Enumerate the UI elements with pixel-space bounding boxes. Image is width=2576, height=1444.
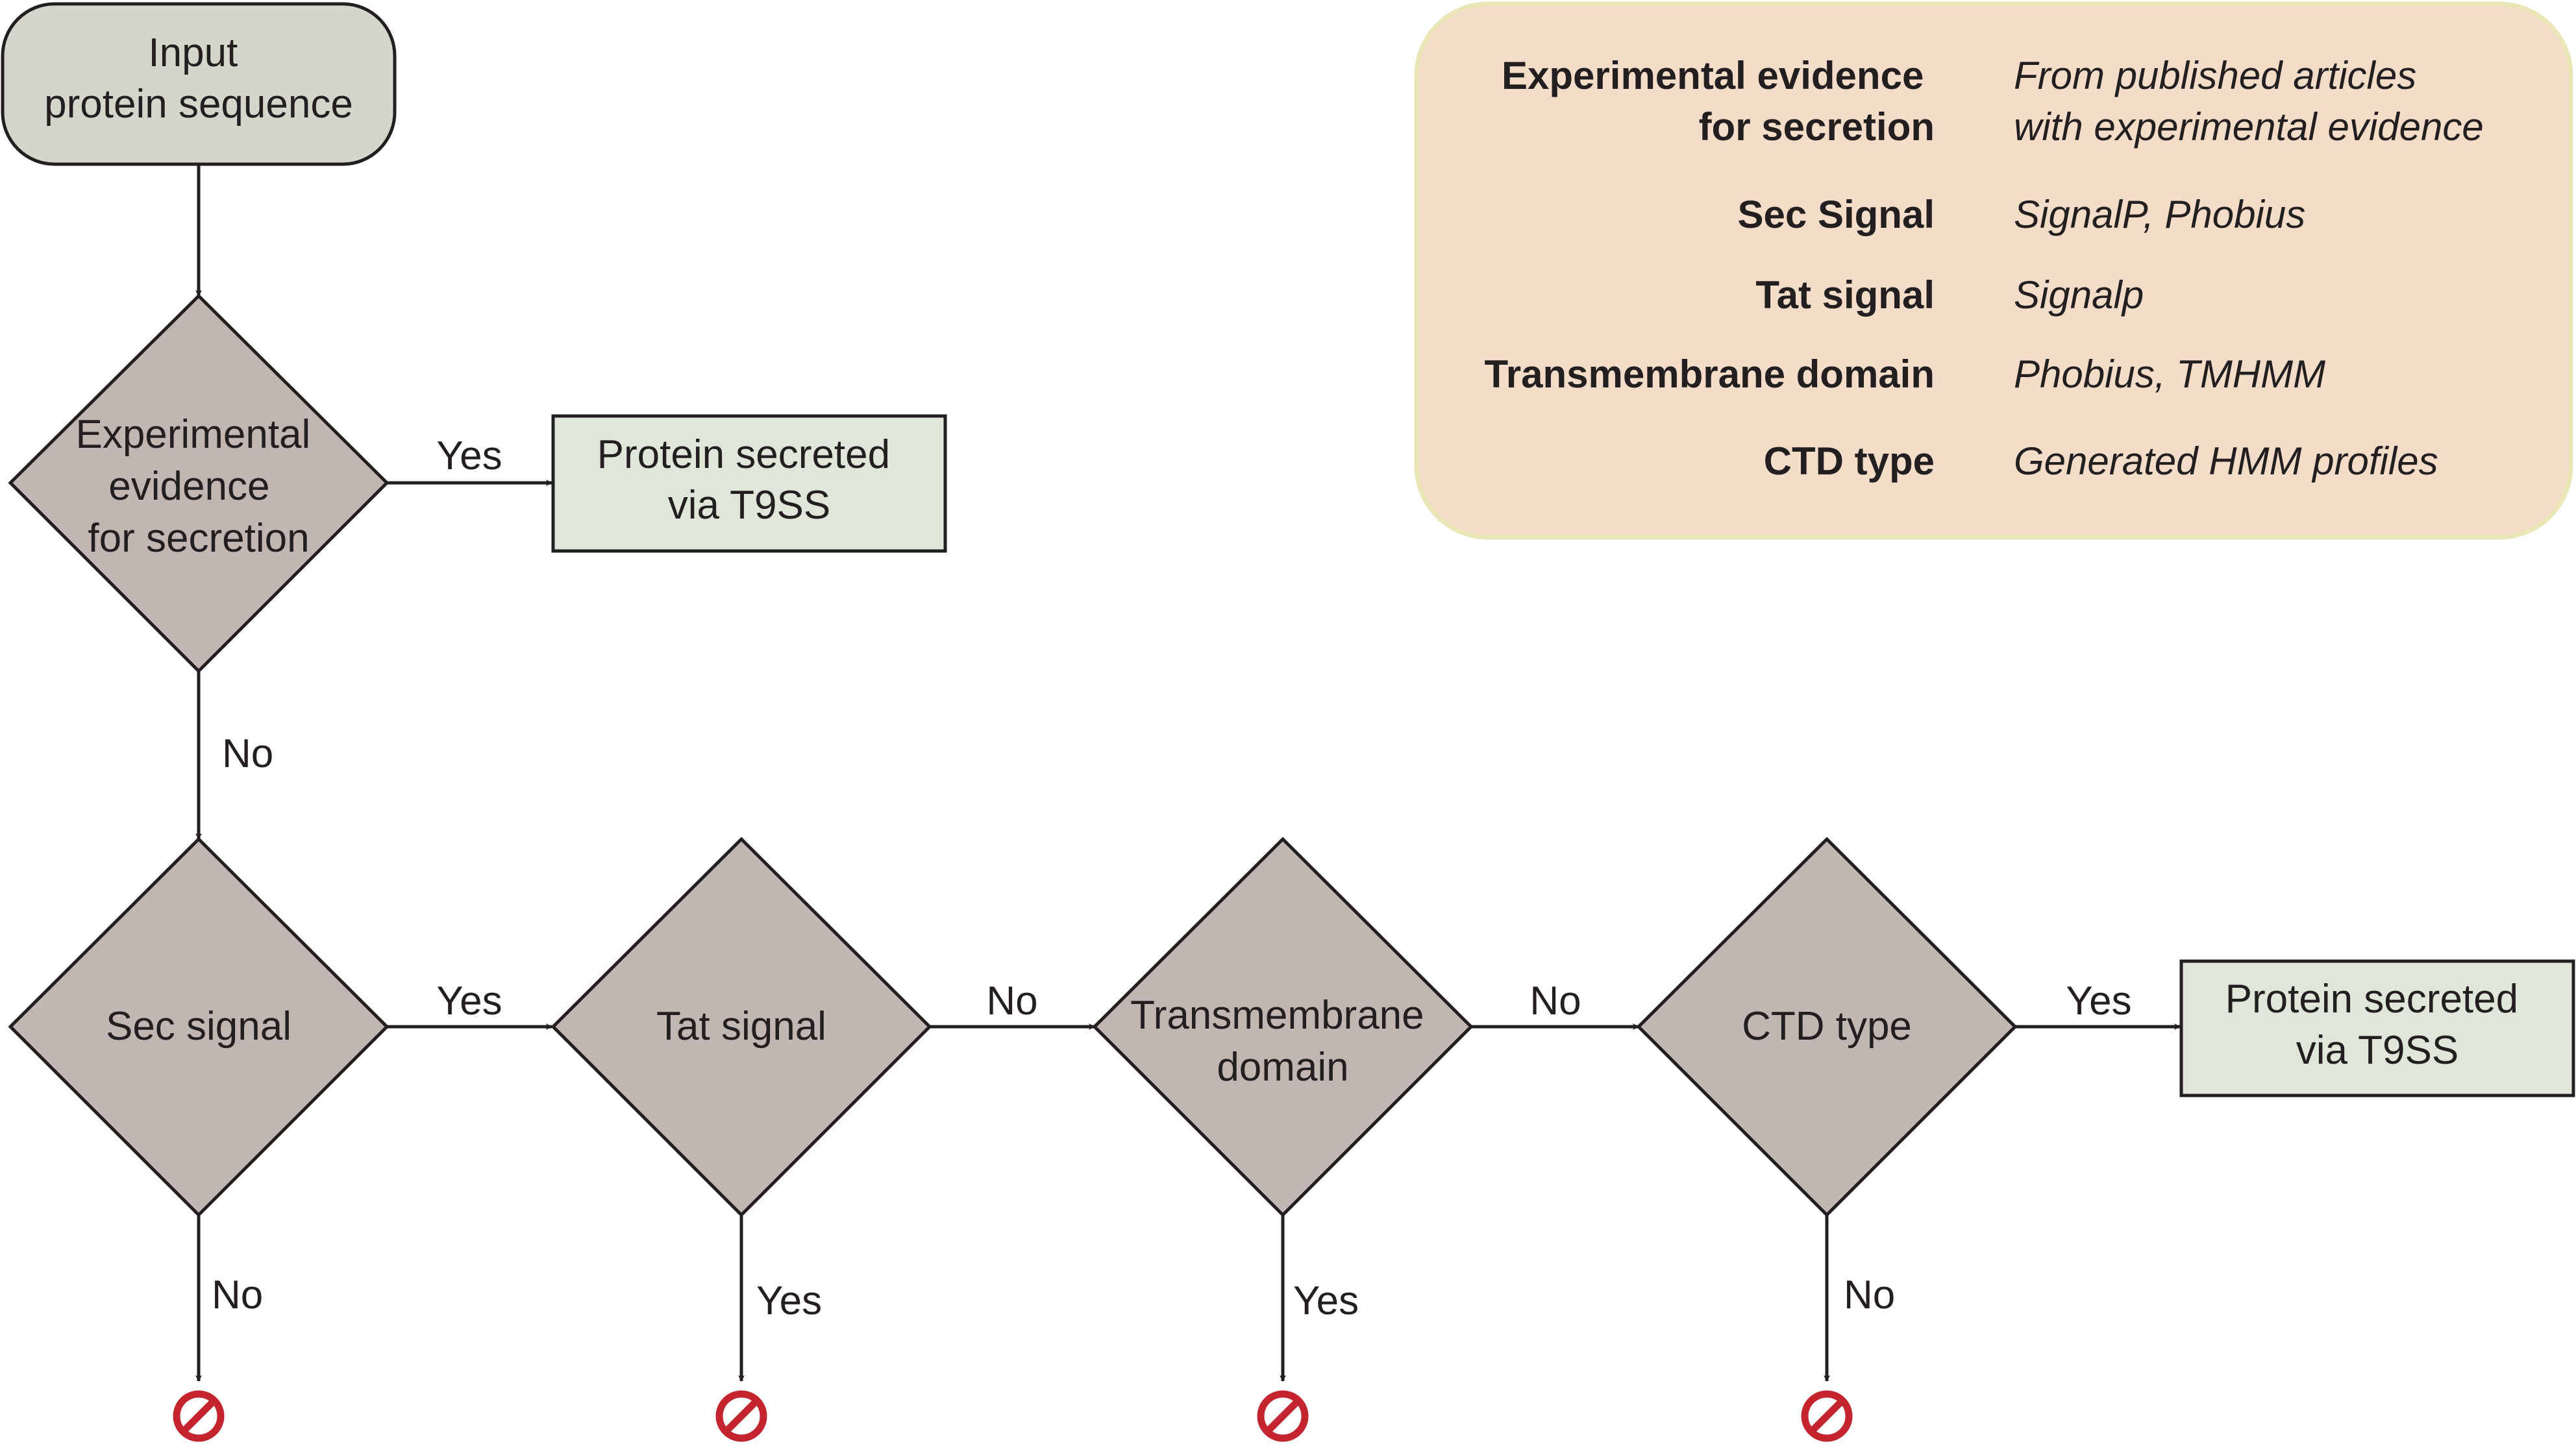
node-secreted-top: Protein secreted via T9SS — [551, 414, 947, 553]
edge-label-tat-no: No — [986, 979, 1037, 1023]
edge-label-experimental-no: No — [222, 731, 273, 776]
edge-label-transmembrane-no: No — [1530, 979, 1581, 1023]
legend-method-transmembrane: Phobius, TMHMM — [2014, 352, 2325, 396]
legend-criterion-sec-signal: Sec Signal — [1738, 193, 1935, 236]
no-entry-icon — [173, 1390, 225, 1442]
edge-label-tat-yes: Yes — [756, 1279, 822, 1323]
legend-method-sec-signal: SignalP, Phobius — [2014, 193, 2305, 236]
node-transmembrane-domain-label: Transmembrane domain — [1130, 993, 1435, 1090]
no-entry-icon — [1257, 1390, 1309, 1442]
no-entry-icon — [715, 1390, 767, 1442]
edge-label-ctd-yes: Yes — [2066, 979, 2131, 1023]
legend-panel: Experimental evidence for secretion From… — [1414, 1, 2573, 540]
node-experimental-evidence: Experimental evidence for secretion — [8, 293, 390, 674]
legend-method-ctd-type: Generated HMM profiles — [2014, 439, 2438, 483]
node-experimental-evidence-label: Experimental evidence for secretion — [75, 412, 321, 561]
edge-labels: Yes No Yes No No Yes No Yes Yes No — [212, 434, 2132, 1323]
node-secreted-bottom: Protein secreted via T9SS — [2179, 959, 2575, 1097]
edge-label-experimental-yes: Yes — [436, 434, 502, 478]
node-tat-signal-label: Tat signal — [656, 1004, 826, 1049]
node-sec-signal: Sec signal — [8, 837, 390, 1218]
node-input-label: Input protein sequence — [44, 31, 353, 127]
node-input: Input protein sequence — [1, 2, 397, 166]
edges — [195, 164, 2181, 1382]
node-tat-signal: Tat signal — [551, 837, 932, 1218]
edge-label-sec-yes: Yes — [436, 979, 502, 1023]
legend-criterion-experimental: Experimental evidence for secretion — [1502, 54, 1935, 149]
legend-criterion-tat-signal: Tat signal — [1755, 273, 1935, 317]
legend-criterion-ctd-type: CTD type — [1764, 439, 1935, 483]
legend-method-experimental: From published articles with experimenta… — [2014, 54, 2484, 149]
legend-criterion-transmembrane: Transmembrane domain — [1484, 352, 1935, 396]
node-sec-signal-label: Sec signal — [106, 1004, 291, 1049]
edge-label-transmembrane-yes: Yes — [1293, 1279, 1359, 1323]
edge-label-sec-no: No — [212, 1273, 263, 1317]
node-secreted-bottom-label: Protein secreted via T9SS — [2225, 977, 2530, 1073]
legend-method-tat-signal: Signalp — [2014, 273, 2144, 317]
node-ctd-type: CTD type — [1636, 837, 2018, 1218]
edge-label-ctd-no: No — [1844, 1273, 1895, 1317]
no-entry-icon — [1801, 1390, 1853, 1442]
node-transmembrane-domain: Transmembrane domain — [1092, 837, 1474, 1218]
node-ctd-type-label: CTD type — [1742, 1004, 1912, 1049]
node-secreted-top-label: Protein secreted via T9SS — [597, 432, 902, 528]
